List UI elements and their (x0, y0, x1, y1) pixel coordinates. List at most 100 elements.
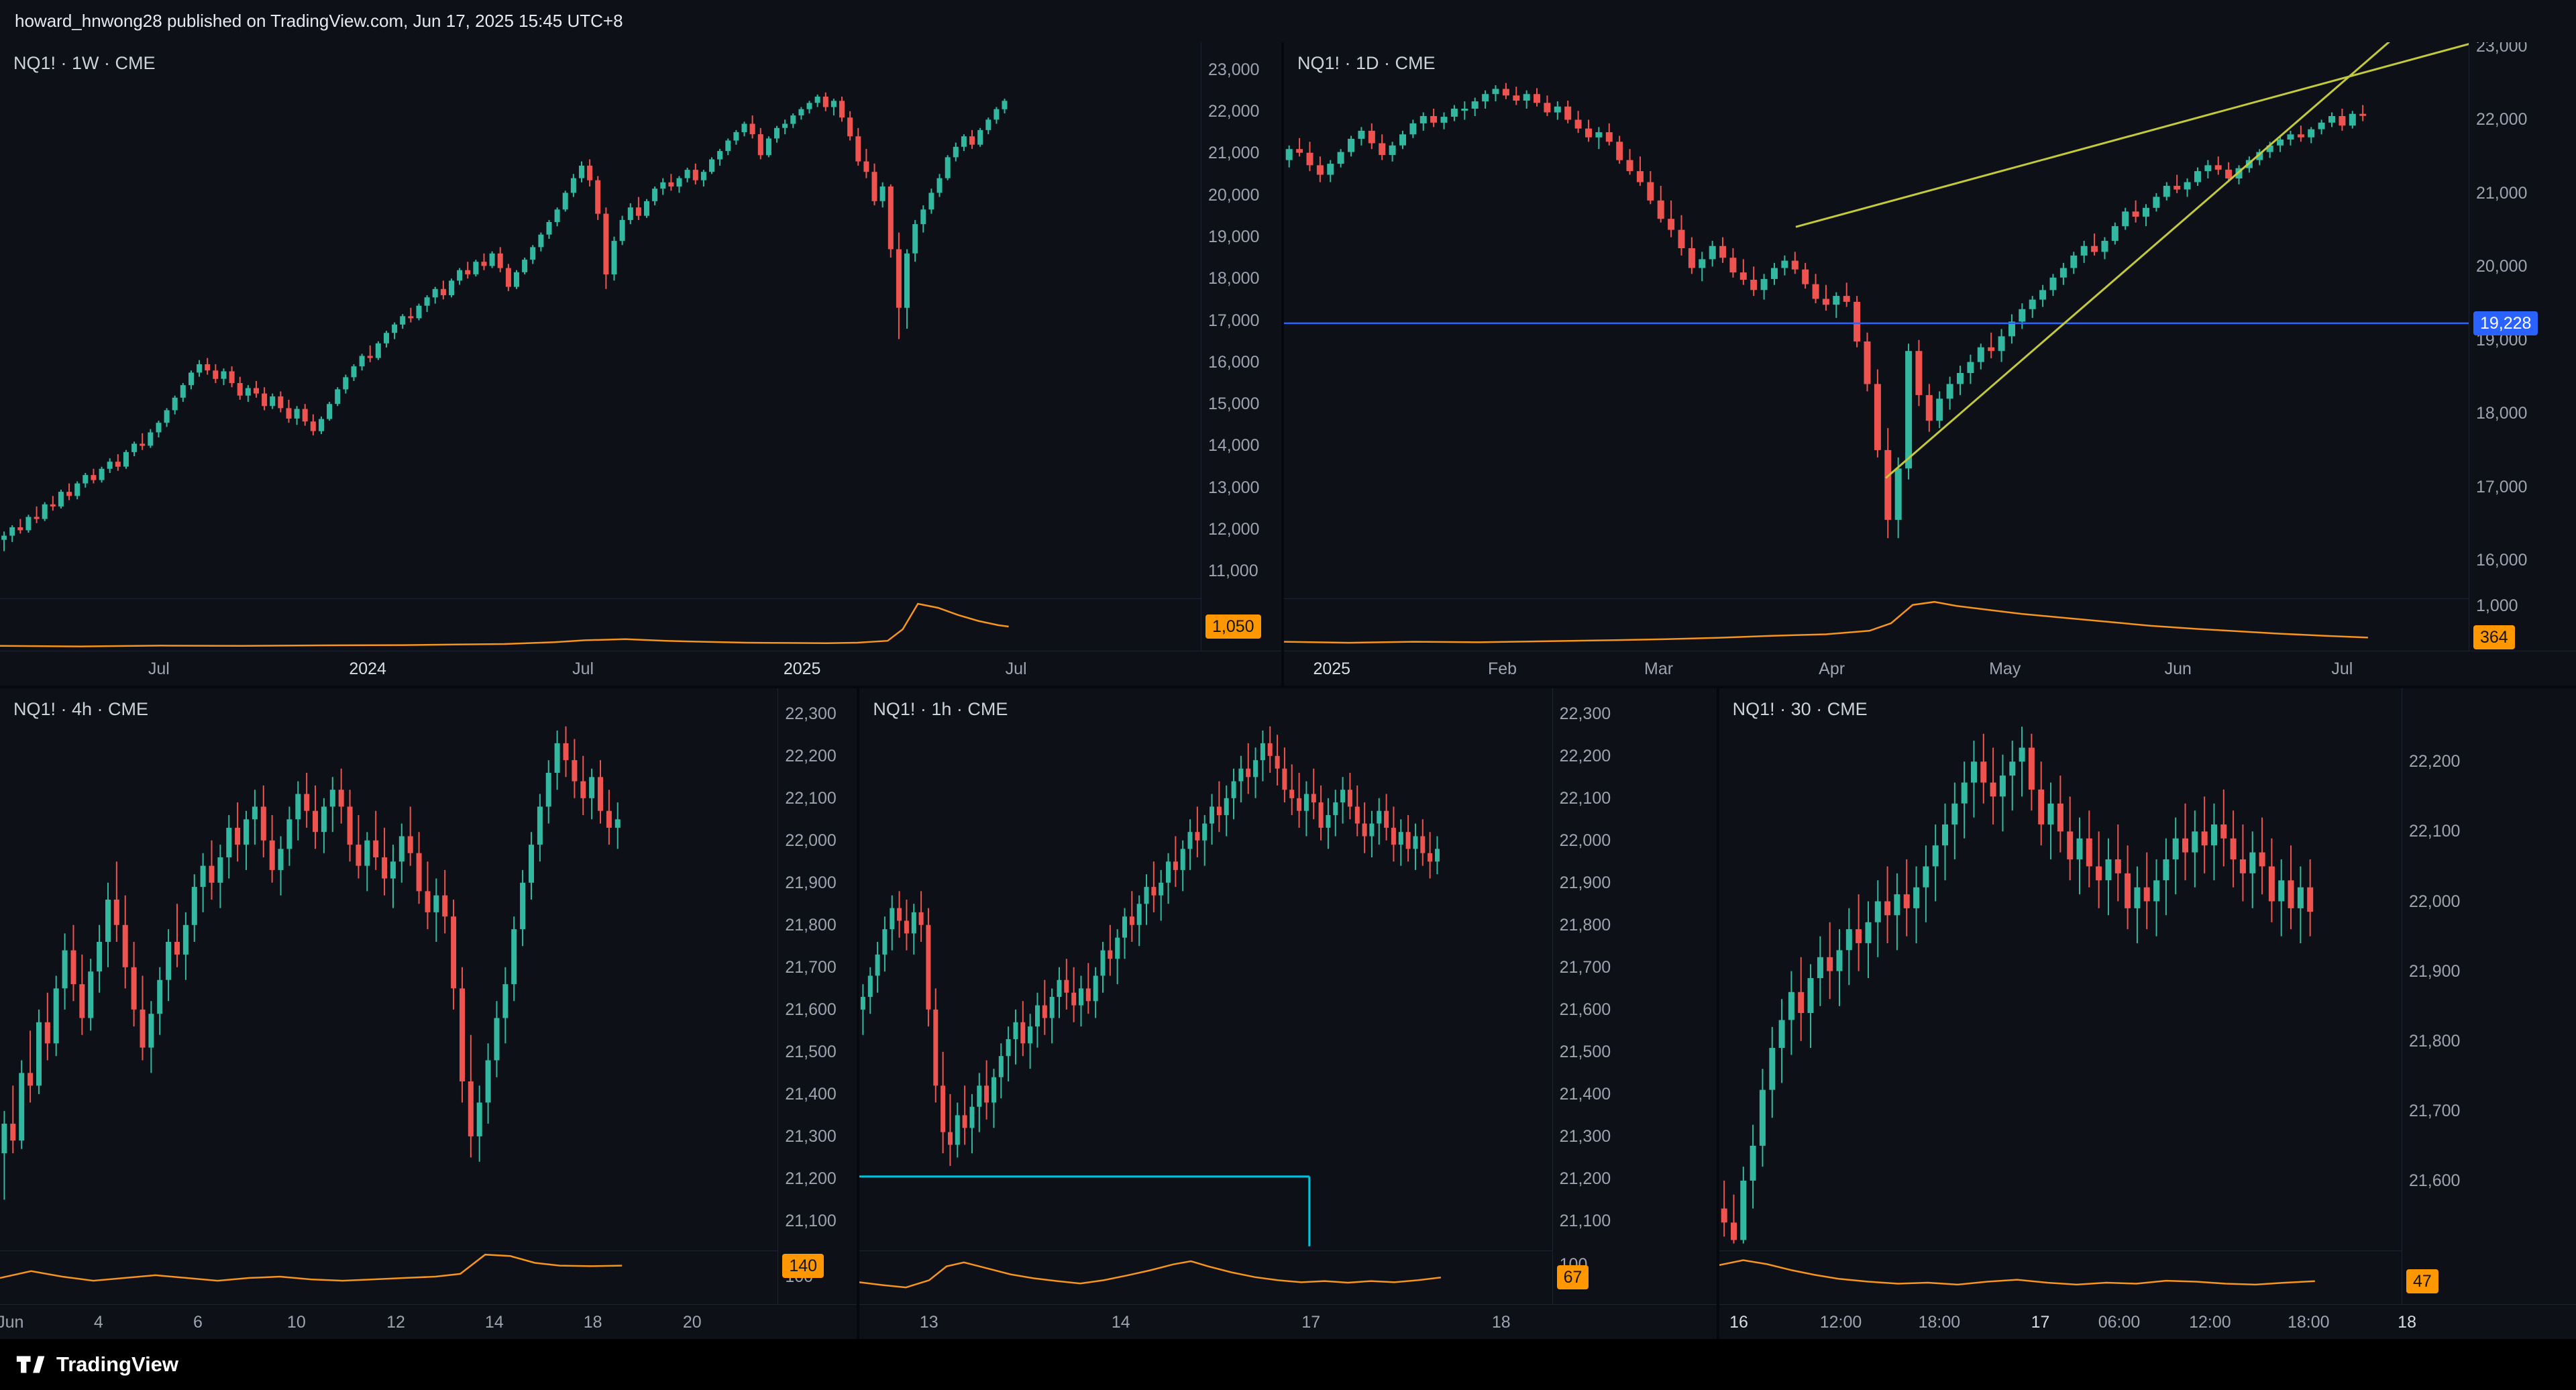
price-tick-label: 20,000 (1208, 185, 1260, 205)
price-tick-label: 18,000 (1208, 269, 1260, 288)
time-axis-label: 18 (583, 1313, 602, 1332)
price-scale[interactable]: 23,000 22,000 21,000 20,000 19,000 18,000 17,0… (1201, 42, 1281, 651)
pane-separator (1719, 1250, 2576, 1251)
indicator-value-badge: 67 (1556, 1265, 1589, 1290)
indicator-value-badge: 47 (2406, 1269, 2438, 1293)
price-tick-label: 21,800 (785, 915, 837, 934)
price-tick-label: 16,000 (2476, 551, 2528, 570)
price-tick-label: 21,900 (1559, 873, 1611, 892)
time-axis[interactable]: 16 12:00 18:00 17 06:00 12:00 18:00 18 (1719, 1304, 2576, 1339)
indicator-line (859, 1260, 1442, 1289)
chart-row-bottom: NQ1! · 4h · CME 22,300 22,200 22,100 22,000… (0, 688, 2576, 1339)
indicator-line (0, 1253, 623, 1282)
candlestick-series (1, 726, 621, 1200)
time-axis-label: 17 (1301, 1313, 1321, 1332)
pane-separator (0, 1250, 857, 1251)
price-tick-label: 20,000 (2476, 257, 2528, 276)
price-tick-label: 22,000 (1559, 831, 1611, 850)
chart-legend: NQ1! · 4h · CME (13, 699, 149, 719)
price-tick-label: 21,200 (1559, 1169, 1611, 1188)
time-axis[interactable]: Jul 2024 Jul 2025 Jul (0, 651, 1281, 686)
time-axis-label: May (1989, 659, 2021, 678)
price-tick-label: 21,000 (1208, 144, 1260, 163)
candlestick-series (1, 92, 1008, 551)
time-axis-label: 12:00 (2189, 1313, 2231, 1332)
indicator-line (0, 602, 1009, 647)
indicator-line (1284, 600, 2368, 644)
price-tick-label: 12,000 (1208, 520, 1260, 539)
price-tick-label: 21,000 (2476, 183, 2528, 203)
price-tick-label: 21,700 (1559, 957, 1611, 977)
time-axis[interactable]: 2025 Feb Mar Apr May Jun Jul (1284, 651, 2576, 686)
panel-nq-1w: NQ1! · 1W · CME 23,000 22,000 21,000 20,000… (0, 42, 1281, 686)
indicator-value-badge: 140 (782, 1253, 824, 1278)
time-axis-label: 06:00 (2098, 1313, 2141, 1332)
trendline[interactable] (1885, 42, 2410, 479)
candlestick-series (1721, 727, 2313, 1244)
trendline[interactable] (1795, 42, 2469, 228)
indicator-value-badge: 1,050 (1205, 614, 1261, 639)
time-axis-label: 17 (2031, 1313, 2050, 1332)
price-chart[interactable] (1284, 42, 2469, 598)
price-tick-label: 16,000 (1208, 352, 1260, 372)
price-scale[interactable]: 22,300 22,200 22,100 22,000 21,900 21,800 21,7… (1552, 688, 1717, 1304)
price-scale[interactable]: 23,000 22,000 21,000 20,000 19,000 18,000 17,0… (2469, 42, 2576, 651)
price-tick-label: 21,300 (785, 1126, 837, 1146)
price-tick-label: 21,700 (2409, 1101, 2461, 1120)
indicator-pane[interactable] (1284, 598, 2469, 651)
price-tick-label: 21,200 (785, 1169, 837, 1188)
time-axis-label: Jun (0, 1313, 24, 1332)
price-tick-label: 21,800 (1559, 915, 1611, 934)
time-axis-label: Jul (148, 659, 170, 678)
time-axis-label: 18:00 (2287, 1313, 2330, 1332)
indicator-line (1719, 1259, 2315, 1286)
time-axis-label: 12 (386, 1313, 405, 1332)
footer-brand-text[interactable]: TradingView (56, 1352, 179, 1376)
price-tick-label: 21,500 (1559, 1042, 1611, 1061)
price-tick-label: 22,000 (2409, 892, 2461, 911)
price-tick-label: 22,000 (785, 831, 837, 850)
pane-separator (859, 1250, 1717, 1251)
price-tick-label: 22,200 (785, 746, 837, 765)
price-chart[interactable] (1719, 688, 2402, 1250)
price-tick-label: 21,300 (1559, 1126, 1611, 1146)
price-scale[interactable]: 22,300 22,200 22,100 22,000 21,900 21,800 21,7… (777, 688, 857, 1304)
price-scale[interactable]: 22,200 22,100 22,000 21,900 21,800 21,700 21,6… (2402, 688, 2576, 1304)
time-axis-label: Mar (1644, 659, 1674, 678)
chart-legend: NQ1! · 30 · CME (1732, 699, 1868, 719)
indicator-value-badge: 364 (2473, 625, 2515, 650)
panel-nq-1d: NQ1! · 1D · CME 23,000 22,000 21,000 20,000… (1284, 42, 2576, 686)
candlestick-series (861, 726, 1440, 1166)
chart-legend: NQ1! · 1W · CME (13, 53, 156, 73)
time-axis-label: 18:00 (1918, 1313, 1961, 1332)
indicator-pane[interactable] (1719, 1250, 2402, 1304)
time-axis-label: 18 (1491, 1313, 1511, 1332)
price-line-badge: 19,228 (2473, 311, 2538, 335)
price-tick-label: 22,000 (2476, 110, 2528, 129)
price-tick-label: 23,000 (1208, 60, 1260, 79)
tradingview-logo-icon[interactable] (16, 1352, 47, 1377)
time-axis-label: Jul (1005, 659, 1027, 678)
price-chart[interactable] (0, 42, 1201, 598)
indicator-pane[interactable] (0, 598, 1201, 651)
price-tick-label: 14,000 (1208, 436, 1260, 456)
price-chart[interactable] (0, 688, 777, 1250)
price-tick-label: 11,000 (1208, 562, 1258, 581)
pane-separator (1284, 598, 2576, 599)
price-tick-label: 23,000 (2476, 42, 2528, 56)
time-axis-label: 13 (919, 1313, 938, 1332)
time-axis-label: 20 (682, 1313, 702, 1332)
price-tick-label: 22,100 (2409, 822, 2461, 841)
price-tick-label: 21,400 (1559, 1084, 1611, 1104)
time-axis-label: 18 (2398, 1313, 2416, 1332)
time-axis-label: 14 (484, 1313, 504, 1332)
panel-nq-1h: NQ1! · 1h · CME 22,300 22,200 22,100 22,000… (859, 688, 1717, 1339)
publish-info-text: howard_hnwong28 published on TradingView… (15, 11, 623, 31)
time-axis[interactable]: 13 14 17 18 (859, 1304, 1717, 1339)
time-axis-label: 16 (1729, 1313, 1748, 1332)
price-chart[interactable] (859, 688, 1552, 1250)
candlestick-series (1285, 83, 2367, 539)
indicator-pane[interactable] (859, 1250, 1552, 1304)
indicator-pane[interactable] (0, 1250, 777, 1304)
time-axis[interactable]: Jun 4 6 10 12 14 18 20 (0, 1304, 857, 1339)
